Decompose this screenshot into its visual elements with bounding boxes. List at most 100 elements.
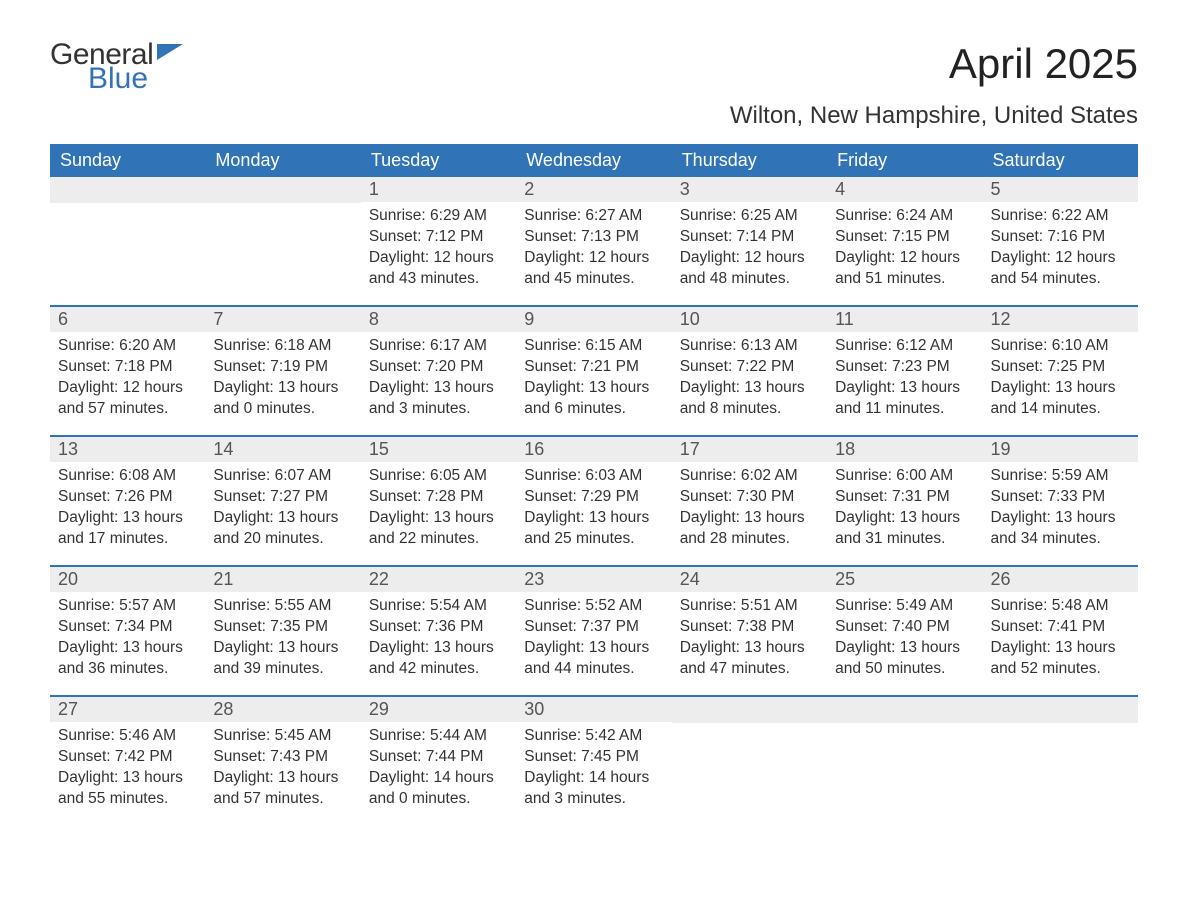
calendar-week: 1Sunrise: 6:29 AMSunset: 7:12 PMDaylight… bbox=[50, 177, 1138, 305]
daylight-line-2: and 3 minutes. bbox=[524, 789, 663, 810]
day-details: Sunrise: 6:18 AMSunset: 7:19 PMDaylight:… bbox=[205, 332, 360, 428]
sunset-line: Sunset: 7:13 PM bbox=[524, 227, 663, 248]
daylight-line-1: Daylight: 13 hours bbox=[213, 508, 352, 529]
day-header: Wednesday bbox=[516, 144, 671, 177]
sunset-line: Sunset: 7:14 PM bbox=[680, 227, 819, 248]
sunset-line: Sunset: 7:26 PM bbox=[58, 487, 197, 508]
calendar-day: 18Sunrise: 6:00 AMSunset: 7:31 PMDayligh… bbox=[827, 437, 982, 565]
calendar-day: 25Sunrise: 5:49 AMSunset: 7:40 PMDayligh… bbox=[827, 567, 982, 695]
day-number: 13 bbox=[50, 437, 205, 462]
daylight-line-2: and 0 minutes. bbox=[369, 789, 508, 810]
daylight-line-2: and 17 minutes. bbox=[58, 529, 197, 550]
day-number: 25 bbox=[827, 567, 982, 592]
logo: General Blue bbox=[50, 40, 183, 94]
sunset-line: Sunset: 7:23 PM bbox=[835, 357, 974, 378]
calendar-day: 27Sunrise: 5:46 AMSunset: 7:42 PMDayligh… bbox=[50, 697, 205, 825]
daylight-line-1: Daylight: 12 hours bbox=[58, 378, 197, 399]
calendar-day: 26Sunrise: 5:48 AMSunset: 7:41 PMDayligh… bbox=[983, 567, 1138, 695]
day-details: Sunrise: 6:15 AMSunset: 7:21 PMDaylight:… bbox=[516, 332, 671, 428]
sunset-line: Sunset: 7:31 PM bbox=[835, 487, 974, 508]
day-details: Sunrise: 5:59 AMSunset: 7:33 PMDaylight:… bbox=[983, 462, 1138, 558]
sunset-line: Sunset: 7:27 PM bbox=[213, 487, 352, 508]
sunrise-line: Sunrise: 5:51 AM bbox=[680, 596, 819, 617]
daylight-line-2: and 57 minutes. bbox=[213, 789, 352, 810]
daylight-line-2: and 3 minutes. bbox=[369, 399, 508, 420]
day-number: 18 bbox=[827, 437, 982, 462]
daylight-line-1: Daylight: 12 hours bbox=[524, 248, 663, 269]
calendar-day bbox=[672, 697, 827, 825]
calendar-table: Sunday Monday Tuesday Wednesday Thursday… bbox=[50, 144, 1138, 825]
day-number: 12 bbox=[983, 307, 1138, 332]
calendar-week: 20Sunrise: 5:57 AMSunset: 7:34 PMDayligh… bbox=[50, 567, 1138, 695]
daylight-line-2: and 28 minutes. bbox=[680, 529, 819, 550]
sunset-line: Sunset: 7:19 PM bbox=[213, 357, 352, 378]
day-details: Sunrise: 6:27 AMSunset: 7:13 PMDaylight:… bbox=[516, 202, 671, 298]
calendar-week: 27Sunrise: 5:46 AMSunset: 7:42 PMDayligh… bbox=[50, 697, 1138, 825]
daylight-line-2: and 11 minutes. bbox=[835, 399, 974, 420]
sunset-line: Sunset: 7:42 PM bbox=[58, 747, 197, 768]
day-number: 2 bbox=[516, 177, 671, 202]
sunrise-line: Sunrise: 5:52 AM bbox=[524, 596, 663, 617]
daylight-line-2: and 50 minutes. bbox=[835, 659, 974, 680]
daylight-line-1: Daylight: 13 hours bbox=[991, 638, 1130, 659]
sunset-line: Sunset: 7:43 PM bbox=[213, 747, 352, 768]
sunset-line: Sunset: 7:18 PM bbox=[58, 357, 197, 378]
sunset-line: Sunset: 7:20 PM bbox=[369, 357, 508, 378]
day-number: 7 bbox=[205, 307, 360, 332]
day-number: 23 bbox=[516, 567, 671, 592]
daylight-line-1: Daylight: 13 hours bbox=[58, 508, 197, 529]
day-number-empty bbox=[983, 697, 1138, 723]
sunrise-line: Sunrise: 6:08 AM bbox=[58, 466, 197, 487]
day-number: 11 bbox=[827, 307, 982, 332]
daylight-line-1: Daylight: 13 hours bbox=[835, 378, 974, 399]
calendar-day: 21Sunrise: 5:55 AMSunset: 7:35 PMDayligh… bbox=[205, 567, 360, 695]
daylight-line-1: Daylight: 13 hours bbox=[680, 508, 819, 529]
daylight-line-1: Daylight: 13 hours bbox=[524, 638, 663, 659]
calendar-day: 15Sunrise: 6:05 AMSunset: 7:28 PMDayligh… bbox=[361, 437, 516, 565]
day-header: Thursday bbox=[672, 144, 827, 177]
daylight-line-2: and 45 minutes. bbox=[524, 269, 663, 290]
calendar-day: 4Sunrise: 6:24 AMSunset: 7:15 PMDaylight… bbox=[827, 177, 982, 305]
daylight-line-1: Daylight: 12 hours bbox=[835, 248, 974, 269]
day-number: 30 bbox=[516, 697, 671, 722]
sunrise-line: Sunrise: 6:25 AM bbox=[680, 206, 819, 227]
daylight-line-2: and 6 minutes. bbox=[524, 399, 663, 420]
sunset-line: Sunset: 7:28 PM bbox=[369, 487, 508, 508]
calendar-day bbox=[50, 177, 205, 305]
day-number-empty bbox=[827, 697, 982, 723]
daylight-line-1: Daylight: 13 hours bbox=[213, 768, 352, 789]
day-number: 22 bbox=[361, 567, 516, 592]
daylight-line-2: and 51 minutes. bbox=[835, 269, 974, 290]
calendar-day: 10Sunrise: 6:13 AMSunset: 7:22 PMDayligh… bbox=[672, 307, 827, 435]
sunset-line: Sunset: 7:41 PM bbox=[991, 617, 1130, 638]
day-details: Sunrise: 6:17 AMSunset: 7:20 PMDaylight:… bbox=[361, 332, 516, 428]
calendar-day: 20Sunrise: 5:57 AMSunset: 7:34 PMDayligh… bbox=[50, 567, 205, 695]
calendar-day: 3Sunrise: 6:25 AMSunset: 7:14 PMDaylight… bbox=[672, 177, 827, 305]
day-details: Sunrise: 5:52 AMSunset: 7:37 PMDaylight:… bbox=[516, 592, 671, 688]
sunset-line: Sunset: 7:16 PM bbox=[991, 227, 1130, 248]
daylight-line-1: Daylight: 13 hours bbox=[369, 378, 508, 399]
day-details: Sunrise: 6:12 AMSunset: 7:23 PMDaylight:… bbox=[827, 332, 982, 428]
sunrise-line: Sunrise: 6:29 AM bbox=[369, 206, 508, 227]
day-details: Sunrise: 6:25 AMSunset: 7:14 PMDaylight:… bbox=[672, 202, 827, 298]
daylight-line-2: and 43 minutes. bbox=[369, 269, 508, 290]
day-details: Sunrise: 5:48 AMSunset: 7:41 PMDaylight:… bbox=[983, 592, 1138, 688]
day-number: 5 bbox=[983, 177, 1138, 202]
calendar-day: 28Sunrise: 5:45 AMSunset: 7:43 PMDayligh… bbox=[205, 697, 360, 825]
calendar-day: 9Sunrise: 6:15 AMSunset: 7:21 PMDaylight… bbox=[516, 307, 671, 435]
day-number: 21 bbox=[205, 567, 360, 592]
daylight-line-1: Daylight: 13 hours bbox=[524, 378, 663, 399]
daylight-line-1: Daylight: 13 hours bbox=[991, 508, 1130, 529]
calendar-day: 6Sunrise: 6:20 AMSunset: 7:18 PMDaylight… bbox=[50, 307, 205, 435]
day-details: Sunrise: 6:07 AMSunset: 7:27 PMDaylight:… bbox=[205, 462, 360, 558]
day-details: Sunrise: 5:49 AMSunset: 7:40 PMDaylight:… bbox=[827, 592, 982, 688]
sunset-line: Sunset: 7:21 PM bbox=[524, 357, 663, 378]
daylight-line-2: and 57 minutes. bbox=[58, 399, 197, 420]
sunset-line: Sunset: 7:45 PM bbox=[524, 747, 663, 768]
day-number: 20 bbox=[50, 567, 205, 592]
daylight-line-2: and 48 minutes. bbox=[680, 269, 819, 290]
day-details: Sunrise: 6:20 AMSunset: 7:18 PMDaylight:… bbox=[50, 332, 205, 428]
sunset-line: Sunset: 7:33 PM bbox=[991, 487, 1130, 508]
page-title: April 2025 bbox=[949, 40, 1138, 88]
daylight-line-2: and 14 minutes. bbox=[991, 399, 1130, 420]
